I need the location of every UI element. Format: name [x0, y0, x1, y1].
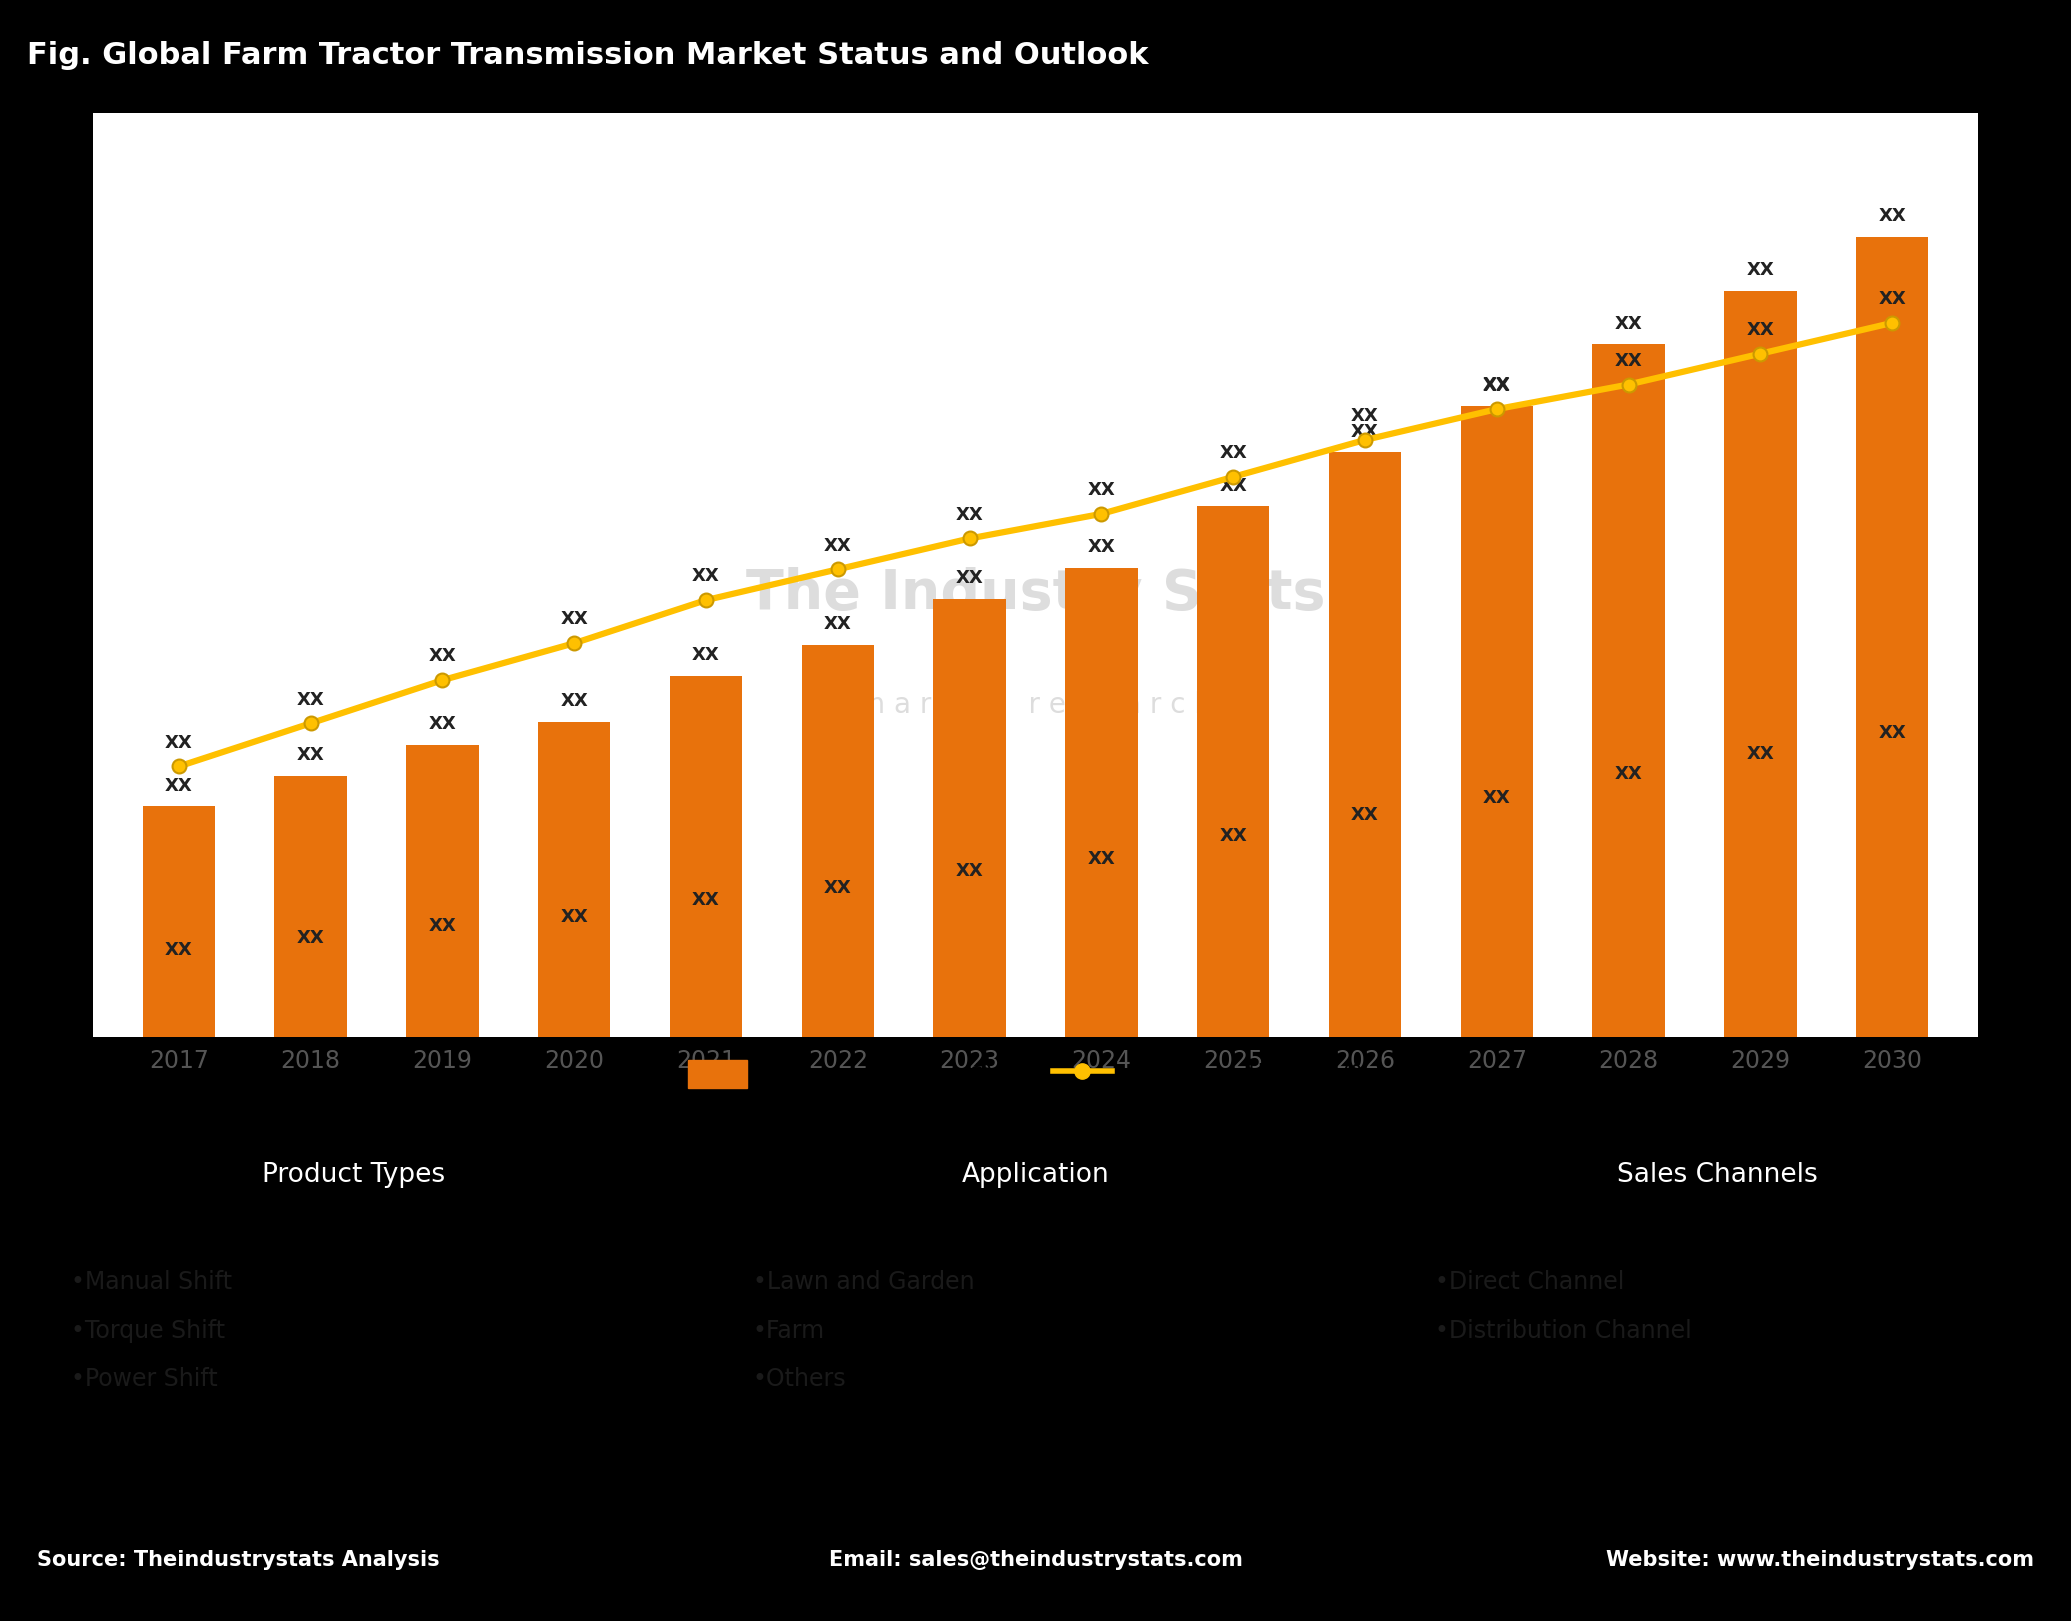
Text: XX: XX	[1087, 538, 1116, 556]
Text: m a r k e t   r e s e a r c h: m a r k e t r e s e a r c h	[859, 691, 1212, 718]
Text: XX: XX	[1350, 806, 1379, 823]
Text: XX: XX	[692, 647, 721, 665]
Text: XX: XX	[561, 908, 588, 927]
Text: XX: XX	[1350, 423, 1379, 441]
Text: Sales Channels: Sales Channels	[1617, 1162, 1818, 1188]
Text: XX: XX	[824, 537, 851, 554]
Text: XX: XX	[955, 862, 984, 880]
Text: •Manual Shift
•Torque Shift
•Power Shift: •Manual Shift •Torque Shift •Power Shift	[70, 1269, 232, 1391]
Text: XX: XX	[429, 715, 456, 733]
Bar	[406, 746, 478, 1037]
Bar	[1593, 345, 1665, 1037]
Text: XX: XX	[1746, 744, 1775, 762]
Text: XX: XX	[166, 776, 193, 794]
Text: XX: XX	[296, 746, 325, 763]
Text: XX: XX	[1483, 376, 1510, 394]
Text: XX: XX	[1615, 765, 1642, 783]
Text: XX: XX	[1746, 321, 1775, 339]
Bar	[1723, 290, 1796, 1037]
Text: XX: XX	[296, 929, 325, 947]
Text: XX: XX	[1220, 477, 1247, 494]
Bar	[1197, 506, 1270, 1037]
Text: XX: XX	[561, 611, 588, 629]
Text: Website: www.theindustrystats.com: Website: www.theindustrystats.com	[1605, 1550, 2034, 1571]
Bar	[801, 645, 874, 1037]
Bar	[538, 721, 611, 1037]
Text: XX: XX	[955, 506, 984, 524]
Text: •Direct Channel
•Distribution Channel: •Direct Channel •Distribution Channel	[1435, 1269, 1692, 1342]
Text: XX: XX	[1220, 827, 1247, 845]
Legend: Revenue (Million $), Y-oY Growth Rate (%): Revenue (Million $), Y-oY Growth Rate (%…	[679, 1050, 1392, 1097]
Text: XX: XX	[296, 691, 325, 708]
Text: XX: XX	[166, 940, 193, 958]
Text: XX: XX	[429, 917, 456, 935]
Text: Fig. Global Farm Tractor Transmission Market Status and Outlook: Fig. Global Farm Tractor Transmission Ma…	[27, 41, 1149, 70]
Bar	[1856, 237, 1928, 1037]
Text: XX: XX	[692, 567, 721, 585]
Text: XX: XX	[1615, 352, 1642, 370]
Bar	[273, 776, 346, 1037]
Text: XX: XX	[1483, 788, 1510, 807]
Bar	[1460, 407, 1533, 1037]
Text: Application: Application	[961, 1162, 1110, 1188]
Text: XX: XX	[561, 692, 588, 710]
Text: XX: XX	[955, 569, 984, 587]
Text: Email: sales@theindustrystats.com: Email: sales@theindustrystats.com	[828, 1550, 1243, 1571]
Text: XX: XX	[429, 647, 456, 665]
Text: XX: XX	[824, 616, 851, 634]
Bar	[143, 806, 215, 1037]
Text: XX: XX	[1087, 849, 1116, 867]
Text: XX: XX	[1350, 407, 1379, 425]
Bar	[669, 676, 741, 1037]
Text: XX: XX	[1087, 481, 1116, 499]
Text: The Industry Stats: The Industry Stats	[746, 567, 1325, 621]
Text: Source: Theindustrystats Analysis: Source: Theindustrystats Analysis	[37, 1550, 439, 1571]
Text: XX: XX	[1220, 444, 1247, 462]
Text: XX: XX	[692, 892, 721, 909]
Text: •Lawn and Garden
•Farm
•Others: •Lawn and Garden •Farm •Others	[754, 1269, 975, 1391]
Bar	[1064, 567, 1137, 1037]
Text: Product Types: Product Types	[261, 1162, 445, 1188]
Text: XX: XX	[1746, 261, 1775, 279]
Text: XX: XX	[824, 879, 851, 896]
Bar	[1330, 452, 1402, 1037]
Text: XX: XX	[1615, 314, 1642, 332]
Text: XX: XX	[1878, 290, 1905, 308]
Text: XX: XX	[1878, 207, 1905, 225]
Text: XX: XX	[166, 734, 193, 752]
Text: XX: XX	[1878, 725, 1905, 742]
Text: XX: XX	[1483, 376, 1510, 394]
Bar	[934, 598, 1007, 1037]
